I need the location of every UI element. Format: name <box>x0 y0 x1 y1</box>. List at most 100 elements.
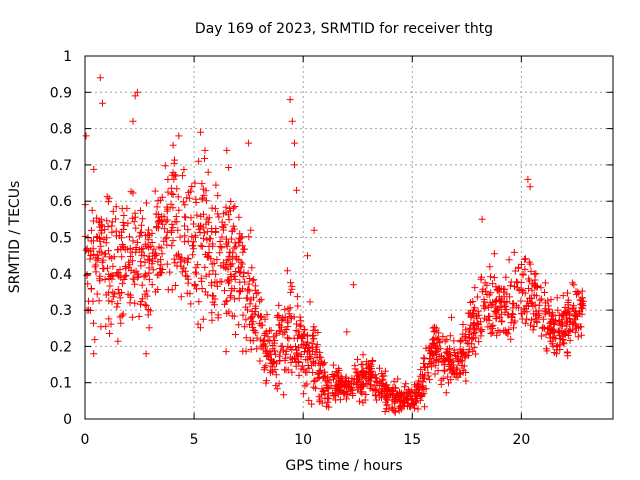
data-point <box>514 279 522 287</box>
data-point <box>116 266 124 274</box>
data-point <box>574 333 582 341</box>
data-point <box>438 352 445 360</box>
data-point <box>571 311 579 319</box>
data-point <box>141 270 149 278</box>
data-point <box>313 341 321 349</box>
data-point <box>235 264 242 272</box>
data-point <box>201 263 209 271</box>
data-point <box>216 249 224 257</box>
data-point <box>479 285 487 293</box>
data-point <box>352 381 360 389</box>
data-point <box>371 371 379 379</box>
data-point <box>132 267 140 275</box>
data-point <box>510 248 518 256</box>
data-point <box>258 321 266 329</box>
data-point <box>246 300 254 308</box>
data-point <box>209 240 217 248</box>
data-point <box>96 272 104 280</box>
data-point <box>232 331 239 338</box>
data-point <box>404 389 412 397</box>
data-point <box>236 230 244 238</box>
data-point <box>372 391 379 399</box>
data-point <box>108 271 116 279</box>
data-point <box>100 250 108 258</box>
data-point <box>526 277 534 285</box>
data-point <box>303 380 311 388</box>
data-point <box>564 328 572 336</box>
data-point <box>195 225 203 233</box>
data-point <box>362 391 370 398</box>
data-point <box>163 241 171 249</box>
data-point <box>411 392 419 400</box>
data-point <box>181 232 189 240</box>
data-point <box>222 298 230 306</box>
y-tick-label: 0.6 <box>50 194 72 210</box>
data-point <box>422 344 430 352</box>
data-point <box>131 280 139 288</box>
data-point <box>276 327 284 335</box>
data-point <box>252 290 260 298</box>
data-point <box>427 347 435 355</box>
data-point <box>106 330 113 337</box>
data-point <box>169 237 177 245</box>
data-point <box>487 330 495 338</box>
data-point <box>252 302 260 310</box>
data-point <box>286 96 294 104</box>
data-point <box>462 337 470 345</box>
data-point <box>145 324 153 332</box>
data-point <box>157 244 165 252</box>
data-point <box>131 209 139 217</box>
data-point <box>99 256 107 264</box>
data-point <box>203 215 211 223</box>
data-point <box>445 352 453 360</box>
data-point <box>113 269 121 277</box>
data-point <box>189 242 197 249</box>
data-point <box>310 323 318 331</box>
data-point <box>505 256 513 264</box>
data-point <box>184 226 192 234</box>
data-point <box>242 303 250 311</box>
data-point <box>489 301 497 309</box>
data-point <box>380 372 388 380</box>
data-point <box>158 193 166 201</box>
data-point <box>199 185 207 193</box>
data-point <box>188 183 196 190</box>
data-point <box>180 166 188 174</box>
data-point <box>525 285 532 292</box>
data-point <box>489 280 497 288</box>
data-point <box>513 302 521 310</box>
data-point <box>162 218 170 226</box>
data-point <box>308 339 316 347</box>
data-point <box>235 288 243 296</box>
data-point <box>261 364 269 372</box>
data-point <box>177 255 184 263</box>
data-point <box>254 289 262 297</box>
data-point <box>198 195 206 203</box>
data-point <box>480 296 488 304</box>
data-point <box>149 249 157 257</box>
data-point <box>156 265 164 272</box>
data-point <box>174 226 182 234</box>
data-point <box>175 206 183 214</box>
data-point <box>340 381 348 389</box>
data-point <box>174 193 182 201</box>
data-point <box>98 222 106 230</box>
data-point <box>225 216 233 224</box>
data-point <box>210 259 218 267</box>
data-point <box>483 316 491 324</box>
data-point <box>171 156 178 164</box>
data-point <box>312 384 320 392</box>
data-point <box>129 257 137 265</box>
data-point <box>144 311 152 319</box>
data-point <box>103 193 111 201</box>
data-point <box>469 347 477 355</box>
data-point <box>114 246 122 254</box>
data-point <box>197 128 205 136</box>
data-point <box>155 271 163 279</box>
data-point <box>198 180 206 188</box>
data-point <box>199 315 207 323</box>
data-point <box>477 318 484 326</box>
data-point <box>221 287 228 295</box>
data-point <box>382 381 390 389</box>
data-point <box>128 313 136 321</box>
